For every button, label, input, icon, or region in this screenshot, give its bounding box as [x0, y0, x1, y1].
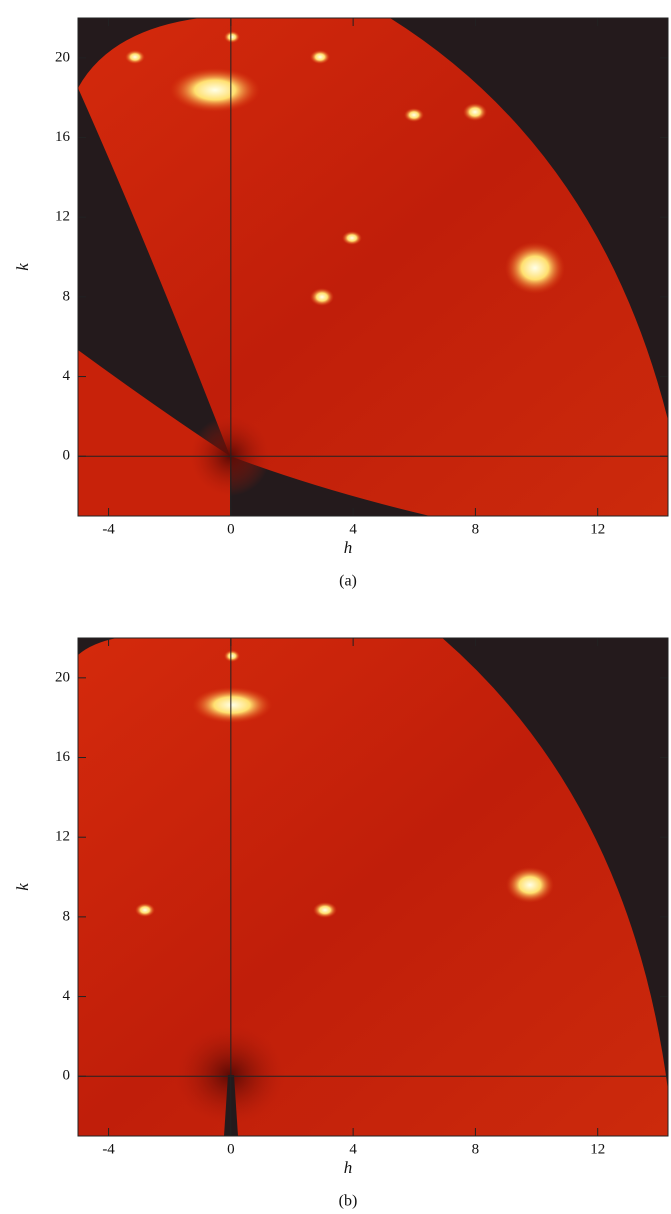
x-tick-label: 0: [227, 1141, 235, 1157]
x-axis-label: h: [344, 538, 353, 557]
y-axis-label: k: [13, 883, 32, 891]
y-tick-label: 16: [55, 129, 71, 145]
y-tick-label: 16: [55, 749, 71, 765]
y-tick-label: 4: [63, 988, 71, 1004]
x-tick-label: 4: [349, 521, 357, 537]
y-tick-label: 0: [63, 448, 71, 464]
panel-b: -4 0 4 8 12 0 4 8 12 16 20 h k (b): [13, 637, 669, 1210]
diffraction-image: [78, 18, 668, 516]
y-tick-label: 20: [55, 49, 70, 65]
y-tick-label: 8: [63, 288, 71, 304]
y-axis-label: k: [13, 263, 32, 271]
caption: (a): [339, 573, 357, 590]
x-tick-label: -4: [102, 521, 115, 537]
panel-a: -4 0 4 8 12 0 4 8 12 16 20 h k (a): [13, 17, 669, 590]
y-tick-label: 12: [55, 829, 70, 845]
y-tick-label: 12: [55, 209, 70, 225]
x-tick-label: -4: [102, 1141, 115, 1157]
x-tick-label: 4: [349, 1141, 357, 1157]
x-tick-label: 8: [472, 521, 480, 537]
y-tick-label: 20: [55, 669, 70, 685]
y-tick-label: 0: [63, 1068, 71, 1084]
plot-frame: [77, 17, 669, 517]
diffraction-image: [78, 638, 668, 1136]
y-tick-label: 8: [63, 908, 71, 924]
caption: (b): [339, 1193, 358, 1210]
plot-frame: [77, 637, 669, 1137]
x-tick-label: 0: [227, 521, 235, 537]
y-tick-label: 4: [63, 368, 71, 384]
x-tick-label: 12: [590, 521, 605, 537]
x-tick-label: 12: [590, 1141, 605, 1157]
x-tick-label: 8: [472, 1141, 480, 1157]
x-axis-label: h: [344, 1158, 353, 1177]
